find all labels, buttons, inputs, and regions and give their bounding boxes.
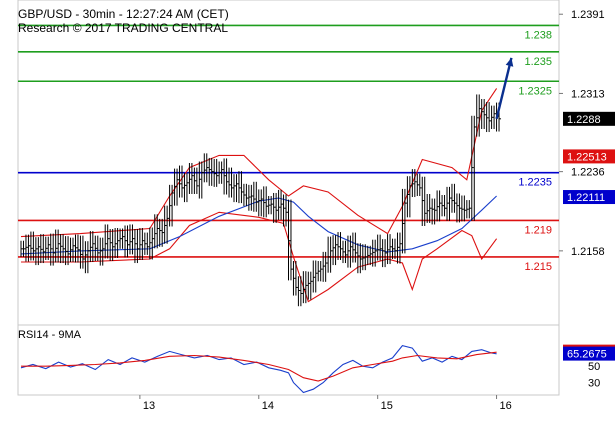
rsi-ma-line xyxy=(21,351,497,382)
rsi-lines xyxy=(20,344,497,394)
arrow-head xyxy=(505,57,514,67)
rsi-title: RSI14 - 9MA xyxy=(18,329,82,341)
x-tick-label: 14 xyxy=(262,400,274,412)
y-tick-label: 1.2313 xyxy=(571,88,605,100)
chart-subtitle: Research © 2017 TRADING CENTRAL xyxy=(18,21,228,35)
forecast-arrow xyxy=(495,57,514,120)
rsi-panel: RSI14 - 9MA 70503067.659465.2675 xyxy=(17,324,615,396)
rsi-line xyxy=(20,344,497,394)
price-tag-label: 1.22111 xyxy=(567,192,605,204)
price-tag xyxy=(563,111,615,126)
level-label: 1.235 xyxy=(524,56,552,68)
rsi-axis: 70503067.659465.2675 xyxy=(563,344,615,390)
x-tick-label: 15 xyxy=(381,400,393,412)
x-tick-label: 13 xyxy=(143,400,155,412)
rsi-tag-label: 65.2675 xyxy=(567,349,607,361)
price-tag xyxy=(563,190,615,205)
y-tick-label: 1.2158 xyxy=(571,246,605,258)
price-tag-label: 1.22513 xyxy=(567,151,607,163)
y-tick-label: 1.2391 xyxy=(571,9,605,21)
rsi-tag xyxy=(563,346,615,361)
moving-average-line xyxy=(20,195,497,255)
level-label: 1.219 xyxy=(524,224,552,236)
y-tick-label: 1.2236 xyxy=(571,167,605,179)
lower-band-line xyxy=(21,211,498,303)
level-label: 1.215 xyxy=(524,261,552,273)
rsi-panel-frame xyxy=(17,324,560,396)
level-label: 1.2235 xyxy=(518,177,552,189)
price-tag xyxy=(563,149,615,164)
time-axis: 13 14 15 16 xyxy=(139,395,512,412)
level-label: 1.2325 xyxy=(518,85,552,97)
price-axis: 1.2391 1.2313 1.2236 1.2158 1.2288 1.22513 1.2… xyxy=(559,9,615,258)
level-label: 1.238 xyxy=(524,29,552,41)
x-tick-label: 16 xyxy=(500,400,512,412)
rsi-tick-label: 30 xyxy=(588,378,600,390)
chart-title: GBP/USD - 30min - 12:27:24 AM (CET) xyxy=(18,7,229,21)
arrow-shaft xyxy=(495,57,513,120)
price-tag-label: 1.2288 xyxy=(567,114,601,126)
rsi-tick-label: 50 xyxy=(588,361,600,373)
price-bars xyxy=(20,94,502,307)
